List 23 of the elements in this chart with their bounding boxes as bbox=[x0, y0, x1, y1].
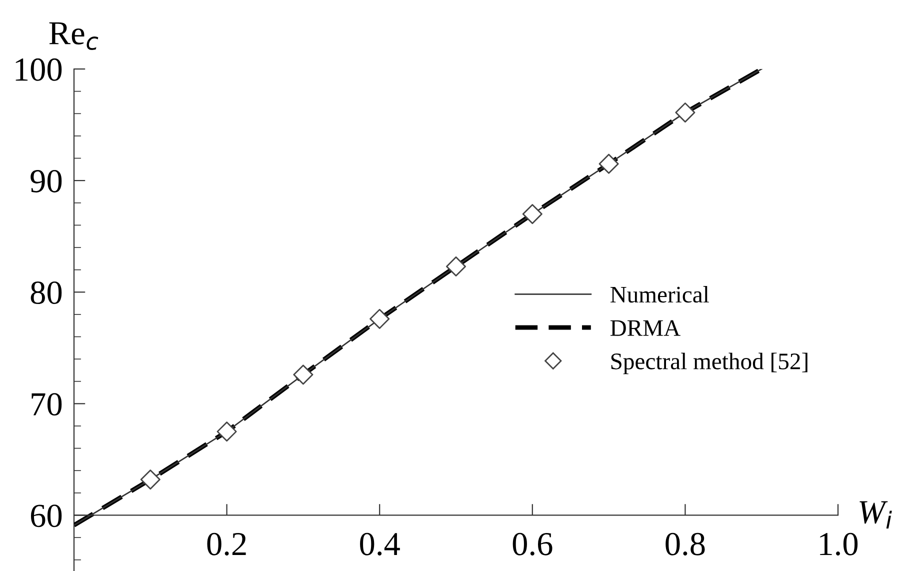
x-tick-label: 0.8 bbox=[666, 532, 705, 556]
legend-label: Numerical bbox=[610, 286, 709, 303]
legend-label: Spectral method [52] bbox=[611, 352, 808, 374]
point bbox=[370, 308, 390, 329]
y-tick-label: 60 bbox=[30, 504, 62, 528]
point bbox=[675, 102, 696, 123]
point bbox=[293, 364, 314, 385]
point bbox=[446, 256, 466, 276]
legend-label: DRMA bbox=[610, 320, 680, 336]
x-axis-title: W$_{i}$ bbox=[860, 501, 892, 529]
point bbox=[598, 154, 619, 174]
y-tick-label: 80 bbox=[30, 282, 62, 304]
y-tick-label: 70 bbox=[32, 393, 62, 416]
y-tick-label: 90 bbox=[30, 170, 62, 192]
x-tick-label: 0.6 bbox=[512, 532, 552, 556]
y-tick-label: 100 bbox=[16, 58, 62, 81]
point bbox=[140, 470, 160, 490]
point bbox=[216, 422, 237, 442]
x-tick-label: 0.4 bbox=[360, 532, 400, 556]
x-tick-label: 1.0 bbox=[820, 532, 858, 556]
point bbox=[522, 204, 542, 224]
y-axis-title: Re$_{c}$ bbox=[49, 22, 98, 50]
x-tick-label: 0.2 bbox=[207, 532, 246, 556]
